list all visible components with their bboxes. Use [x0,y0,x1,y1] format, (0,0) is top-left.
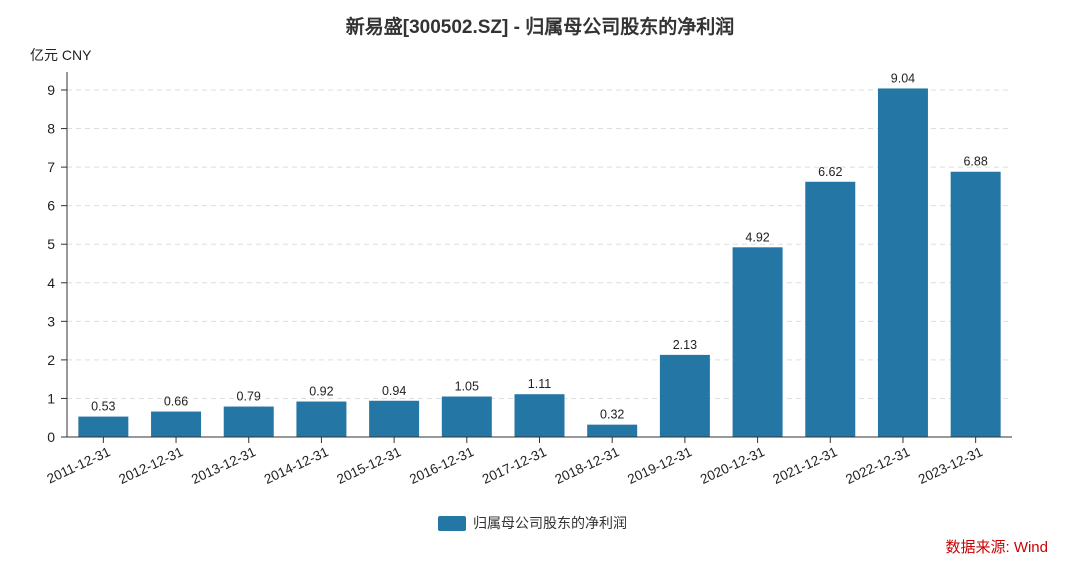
labels: 0.53 0.66 0.79 0.92 0.94 1.05 1.11 0.32 2.13 4.92… [91,71,988,421]
legend-swatch [438,515,466,531]
x-tick-label: 2019-12-31 [625,444,694,487]
data-label: 0.32 [600,408,624,422]
bar [587,424,638,437]
bars [78,88,1001,438]
bar [441,396,492,437]
bar [151,411,202,437]
y-tick-label: 3 [47,313,55,329]
data-label: 1.05 [455,380,479,394]
data-label: 1.11 [528,377,551,391]
x-tick-label: 2018-12-31 [553,444,622,487]
data-label: 0.92 [309,385,333,399]
y-tick-label: 7 [47,159,55,175]
x-tick-label: 2017-12-31 [480,444,549,487]
chart-title: 新易盛[300502.SZ] - 归属母公司股东的净利润 [345,17,735,38]
y-tick-label: 0 [47,429,55,445]
y-tick-label: 2 [47,352,55,368]
x-tick-label: 2020-12-31 [698,444,767,487]
bar [296,401,347,437]
x-tick-label: 2013-12-31 [189,444,258,487]
bar [223,406,274,437]
x-tick-label: 2021-12-31 [771,444,840,487]
y-tick-label: 8 [47,121,55,137]
data-label: 0.53 [91,400,115,414]
data-label: 6.88 [963,155,987,169]
data-label: 4.92 [745,230,769,244]
x-tick-label: 2022-12-31 [843,444,912,487]
bar [514,394,565,437]
x-tick-label: 2023-12-31 [916,444,985,487]
y-tick-label: 5 [47,236,55,252]
bar [369,400,420,437]
bar [659,354,710,437]
y-tick-label: 4 [47,275,55,291]
data-label: 9.04 [891,71,915,85]
data-label: 0.94 [382,384,406,398]
bar [805,181,856,437]
bar [950,171,1001,437]
data-label: 0.79 [237,390,261,404]
y-tick-label: 6 [47,198,55,214]
legend: 归属母公司股东的净利润 [438,513,627,533]
data-label: 6.62 [818,165,842,179]
x-tick-label: 2014-12-31 [262,444,331,487]
bar [732,247,783,437]
source-note: 数据来源: Wind [945,539,1048,556]
bar [877,88,928,438]
x-tick-label: 2016-12-31 [407,444,476,487]
grid-lines [67,89,1012,399]
bar [78,416,129,437]
x-tick-label: 2011-12-31 [45,444,113,486]
data-label: 2.13 [673,338,697,352]
x-tick-label: 2015-12-31 [334,444,403,487]
y-axis-unit-label: 亿元 CNY [30,47,92,63]
data-label: 0.66 [164,395,188,409]
y-tick-label: 1 [47,390,55,406]
x-tick-label: 2012-12-31 [116,444,185,487]
y-tick-label: 9 [47,82,55,98]
legend-label: 归属母公司股东的净利润 [473,515,627,531]
